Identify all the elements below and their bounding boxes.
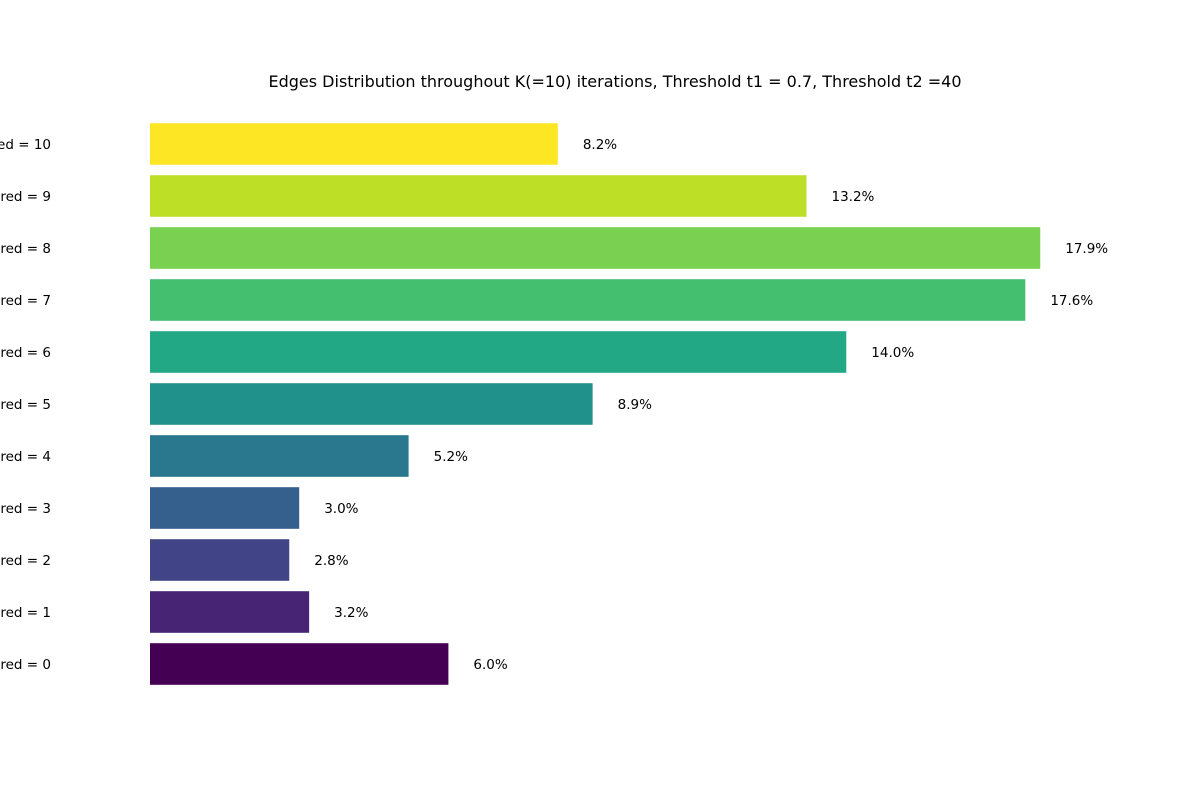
value-label: 13.2%	[831, 189, 874, 205]
bar	[150, 383, 593, 425]
bar	[150, 643, 449, 685]
category-label: red = 7	[0, 293, 51, 309]
value-label: 6.0%	[473, 657, 507, 673]
category-label: red = 8	[0, 241, 51, 257]
value-label: 3.0%	[324, 501, 358, 517]
value-label: 8.2%	[583, 137, 617, 153]
value-label: 2.8%	[314, 553, 348, 569]
category-label: red = 6	[0, 345, 51, 361]
bar	[150, 539, 290, 581]
bar	[150, 227, 1041, 269]
category-label: red = 1	[0, 605, 51, 621]
category-label: red = 5	[0, 397, 51, 413]
chart-title: Edges Distribution throughout K(=10) ite…	[268, 72, 962, 91]
bar	[150, 279, 1026, 321]
bar	[150, 435, 409, 477]
category-label: red = 9	[0, 189, 51, 205]
category-label: red = 0	[0, 657, 51, 673]
bar	[150, 175, 807, 217]
value-label: 14.0%	[871, 345, 914, 361]
value-label: 17.9%	[1065, 241, 1108, 257]
bar	[150, 487, 300, 529]
bar	[150, 331, 847, 373]
value-label: 5.2%	[434, 449, 468, 465]
category-label: ed = 10	[0, 137, 51, 153]
bar	[150, 591, 310, 633]
bar	[150, 123, 558, 165]
category-label: red = 4	[0, 449, 51, 465]
category-label: red = 2	[0, 553, 51, 569]
value-label: 17.6%	[1050, 293, 1093, 309]
value-label: 8.9%	[618, 397, 652, 413]
value-label: 3.2%	[334, 605, 368, 621]
category-label: red = 3	[0, 501, 51, 517]
